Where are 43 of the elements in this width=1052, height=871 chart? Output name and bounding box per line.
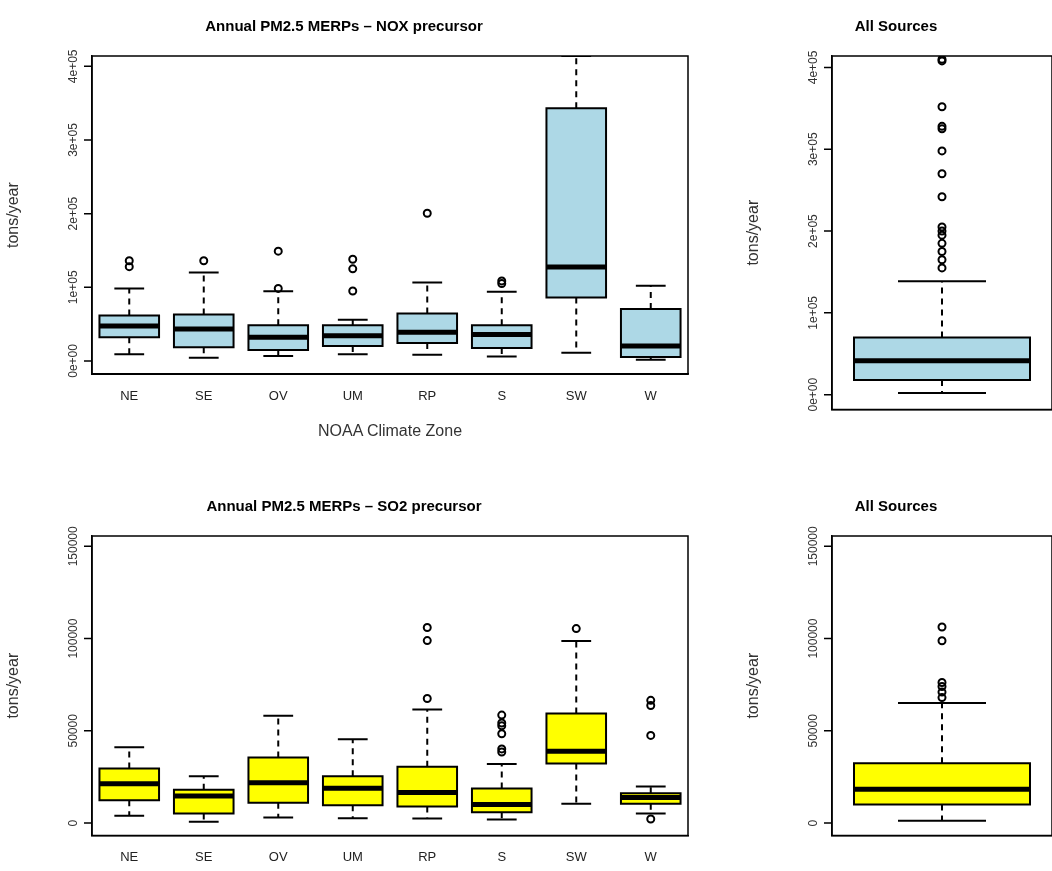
y-tick-label: 1e+05	[806, 295, 821, 330]
x-tick-label: S	[497, 387, 507, 403]
chart-title: Annual PM2.5 MERPs – NOX precursor	[205, 17, 483, 35]
y-tick-label: 0	[806, 819, 821, 827]
y-tick-label: 3e+05	[66, 122, 81, 157]
y-axis-title: tons/year	[744, 199, 762, 266]
y-tick-label: 100000	[66, 618, 81, 659]
y-tick-label: 2e+05	[66, 196, 81, 231]
x-tick-label: W	[644, 387, 658, 403]
x-tick-label: SE	[195, 848, 213, 864]
x-tick-label: SW	[565, 387, 588, 403]
y-axis-title: tons/year	[4, 652, 22, 719]
y-tick-label: 0	[66, 819, 81, 827]
x-tick-label: W	[644, 848, 658, 864]
y-tick-label: 4e+05	[66, 49, 81, 84]
x-tick-label: SW	[565, 848, 588, 864]
x-tick-label: OV	[268, 848, 288, 864]
y-tick-label: 2e+05	[806, 213, 821, 248]
x-tick-label: NE	[120, 848, 139, 864]
y-axis-title: tons/year	[4, 181, 22, 249]
x-tick-label: UM	[342, 848, 363, 864]
x-tick-label: UM	[342, 387, 363, 403]
x-axis-title: NOAA Climate Zone	[317, 421, 463, 439]
chart-title: Annual PM2.5 MERPs – SO2 precursor	[206, 497, 482, 515]
x-tick-label: RP	[418, 848, 437, 864]
y-tick-label: 100000	[806, 618, 821, 659]
y-tick-label: 150000	[66, 525, 81, 567]
y-tick-label: 0e+00	[806, 377, 821, 412]
x-tick-label: OV	[268, 387, 288, 403]
chart-title: All Sources	[854, 17, 938, 35]
x-tick-label: SE	[195, 387, 213, 403]
y-tick-label: 50000	[806, 713, 821, 748]
y-tick-label: 3e+05	[806, 132, 821, 167]
x-tick-label: RP	[418, 387, 437, 403]
x-tick-label: NE	[120, 387, 139, 403]
chart-title: All Sources	[854, 497, 938, 515]
y-tick-label: 150000	[806, 525, 821, 567]
y-tick-label: 0e+00	[66, 343, 81, 378]
y-tick-label: 50000	[66, 713, 81, 748]
x-tick-label: S	[497, 848, 507, 864]
y-tick-label: 4e+05	[806, 50, 821, 85]
y-tick-label: 1e+05	[66, 270, 81, 305]
y-axis-title: tons/year	[744, 652, 762, 719]
